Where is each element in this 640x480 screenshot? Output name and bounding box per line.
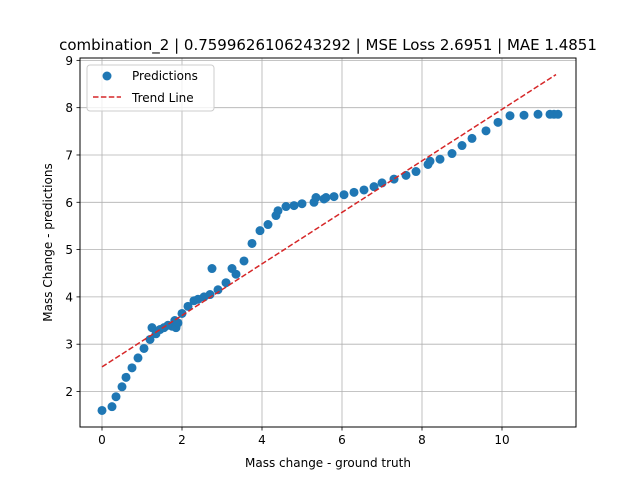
legend: Predictions Trend Line — [86, 64, 215, 112]
x-tick-label: 0 — [98, 433, 106, 447]
prediction-point — [533, 109, 543, 119]
y-tick-label: 4 — [65, 290, 73, 304]
x-tick-label: 8 — [418, 433, 426, 447]
y-tick-label: 2 — [65, 385, 73, 399]
tick-layer: 0 2 4 6 8 10 2 3 4 5 6 7 8 9 — [65, 54, 509, 447]
y-tick-label: 9 — [65, 54, 73, 68]
legend-box — [86, 64, 215, 112]
prediction-point — [329, 192, 339, 202]
prediction-point — [425, 156, 435, 166]
prediction-point — [493, 117, 503, 127]
prediction-point — [467, 133, 477, 143]
prediction-point — [339, 190, 349, 200]
plot-frame — [79, 57, 577, 428]
prediction-point — [369, 182, 379, 192]
prediction-point — [97, 405, 107, 415]
x-tick-label: 4 — [258, 433, 266, 447]
prediction-point — [107, 402, 117, 412]
trend-line — [101, 73, 557, 368]
x-tick-label: 6 — [338, 433, 346, 447]
prediction-point — [173, 318, 183, 328]
prediction-point — [263, 220, 273, 230]
prediction-point — [273, 206, 283, 216]
legend-label-trend-line: Trend Line — [131, 91, 194, 105]
prediction-point — [297, 199, 307, 209]
prediction-point — [177, 308, 187, 318]
legend-label-predictions: Predictions — [132, 69, 198, 83]
prediction-point — [145, 334, 155, 344]
prediction-point — [213, 285, 223, 295]
y-tick-label: 6 — [65, 196, 73, 210]
prediction-point — [117, 382, 127, 392]
prediction-point — [231, 269, 241, 279]
prediction-point — [457, 141, 467, 151]
chart-title: combination_2 | 0.7599626106243292 | MSE… — [59, 36, 597, 55]
prediction-point — [321, 193, 331, 203]
y-tick-label: 5 — [65, 243, 73, 257]
prediction-point — [519, 110, 529, 120]
prediction-point — [401, 170, 411, 180]
prediction-point — [111, 392, 121, 402]
y-tick-label: 3 — [65, 338, 73, 352]
prediction-point — [121, 372, 131, 382]
prediction-point — [255, 226, 265, 236]
prediction-point — [207, 264, 217, 274]
prediction-point — [481, 126, 491, 136]
data-layer — [97, 73, 563, 415]
prediction-point — [505, 111, 515, 121]
prediction-point — [133, 353, 143, 363]
prediction-point — [447, 149, 457, 159]
prediction-point — [359, 185, 369, 195]
x-tick-label: 2 — [178, 433, 186, 447]
prediction-point — [349, 187, 359, 197]
prediction-point — [127, 363, 137, 373]
y-tick-label: 8 — [65, 101, 73, 115]
prediction-point — [311, 193, 321, 203]
prediction-point — [389, 174, 399, 184]
y-tick-label: 7 — [65, 148, 73, 162]
prediction-point — [247, 238, 257, 248]
prediction-point — [239, 256, 249, 266]
prediction-point — [553, 109, 563, 119]
prediction-point — [411, 167, 421, 177]
prediction-point — [139, 343, 149, 353]
y-axis-label: Mass Change - predictions — [41, 163, 55, 321]
prediction-point — [183, 301, 193, 311]
prediction-point — [289, 201, 299, 211]
prediction-point — [435, 154, 445, 164]
x-axis-label: Mass change - ground truth — [245, 456, 411, 470]
grid-layer — [80, 58, 576, 427]
prediction-point — [281, 202, 291, 212]
x-tick-label: 10 — [494, 433, 509, 447]
legend-marker-predictions — [102, 71, 112, 81]
